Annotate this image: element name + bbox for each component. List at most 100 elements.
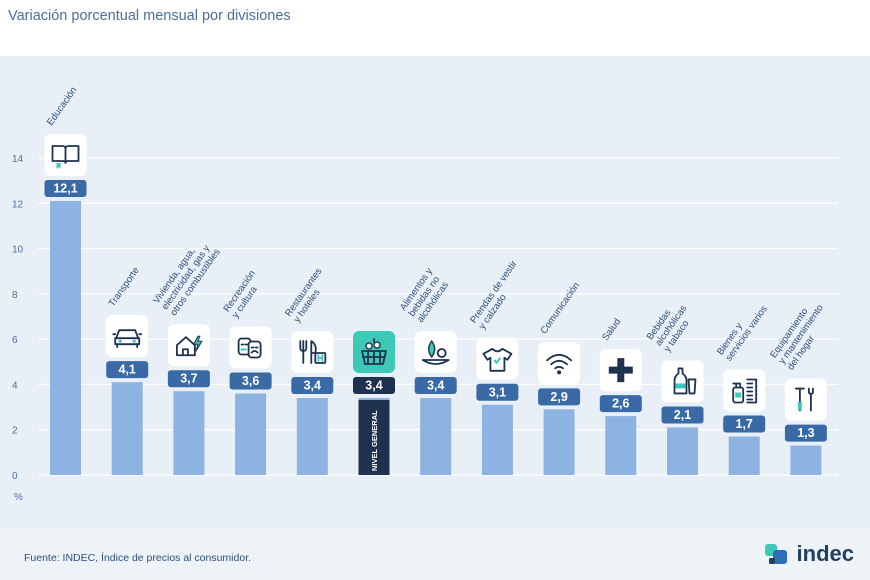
value-label: 1,3: [797, 426, 814, 440]
y-tick-label: 12: [12, 199, 24, 210]
bar: [111, 382, 143, 475]
value-label: 3,4: [365, 379, 382, 393]
header: Variación porcentual mensual por divisio…: [0, 0, 870, 56]
value-label: 2,9: [550, 390, 567, 404]
value-label: 12,1: [53, 182, 77, 196]
y-tick-label: 2: [12, 426, 18, 437]
bar: [420, 398, 452, 475]
value-label-box: [353, 377, 395, 395]
category-label: Restaurantesy hoteles: [283, 266, 333, 325]
bar-highlight: [358, 400, 390, 475]
food-icon: [421, 339, 450, 365]
source-note: Fuente: INDEC, Índice de precios al cons…: [24, 552, 252, 564]
y-tick-label: 14: [12, 154, 24, 165]
book-icon: [51, 145, 80, 170]
house-energy-icon: [176, 335, 203, 357]
bar: [481, 404, 513, 475]
icon-card-bg: [106, 315, 149, 358]
bar: [728, 436, 760, 475]
value-label-box: [661, 406, 704, 424]
category-label-line: Comunicación: [539, 280, 583, 336]
y-tick-label: 4: [12, 380, 18, 391]
value-label-box: [784, 424, 827, 442]
car-icon: [112, 329, 143, 349]
icon-card: [414, 331, 457, 374]
icon-card: [229, 326, 272, 369]
value-label: 4,1: [119, 363, 136, 377]
icon-card-bg: [167, 324, 210, 367]
icon-card-bg: [414, 331, 457, 374]
bar: [235, 393, 267, 475]
icon-card-bg: [291, 331, 334, 374]
nivel-general-label: NIVEL GENERAL: [370, 410, 379, 471]
icon-card-bg: [784, 378, 827, 421]
value-label: 1,7: [736, 417, 753, 431]
value-label-box: [106, 361, 149, 379]
chart-subtitle: Variación porcentual mensual por divisio…: [8, 8, 291, 24]
icon-card-bg: [661, 360, 704, 403]
spray-comb-icon: [732, 378, 758, 404]
bottle-glass-icon: [673, 367, 697, 395]
value-label: 2,6: [612, 397, 629, 411]
shirt-icon: [482, 347, 513, 372]
icon-card: [784, 378, 827, 421]
icon-card: [106, 315, 149, 358]
category-label-line: Transporte: [107, 265, 142, 309]
category-label: Educación: [45, 85, 79, 128]
value-label-box: [44, 180, 87, 198]
value-label-box: [538, 388, 581, 406]
value-label-box: [167, 370, 210, 388]
icon-card: [661, 360, 704, 403]
value-label: 3,6: [242, 374, 259, 388]
value-label: 2,1: [674, 408, 691, 422]
basket-icon: [361, 338, 387, 365]
icon-card-bg: [538, 342, 581, 385]
health-cross-icon: [608, 358, 633, 383]
footer: Fuente: INDEC, Índice de precios al cons…: [0, 528, 870, 580]
bar: [667, 427, 698, 475]
y-tick-label: 10: [12, 245, 24, 256]
category-label: Comunicación: [539, 280, 583, 336]
y-tick-label: 0: [12, 471, 18, 482]
icon-card: [44, 134, 87, 177]
wifi-icon: [546, 353, 572, 375]
y-tick-label: 8: [12, 290, 18, 301]
value-label-box: [476, 383, 519, 401]
bar: [543, 409, 575, 475]
value-label-box: [414, 377, 457, 395]
value-label-box: [229, 372, 272, 390]
value-label-box: [291, 377, 334, 395]
bar: [605, 416, 637, 475]
bar: [50, 201, 81, 475]
icon-card: [476, 337, 519, 380]
value-label: 3,7: [180, 372, 197, 386]
y-tick-label: 6: [12, 335, 18, 346]
category-label: Equipamientoy mantenimientodel hogar: [768, 297, 834, 372]
icon-card: [291, 331, 334, 374]
icon-card: [353, 331, 395, 374]
icon-card-bg: [723, 369, 766, 412]
indec-logo-icon: [764, 544, 787, 564]
value-label: 3,1: [489, 385, 506, 399]
icon-card: [538, 342, 581, 385]
value-label-box: [723, 415, 766, 433]
bar: [296, 398, 328, 475]
indec-logo: indec: [763, 540, 854, 568]
icon-card: [599, 349, 642, 392]
category-label: Bebidasalcohólicasy tabaco: [645, 297, 698, 354]
indec-logo-text: indec: [796, 541, 854, 566]
tools-icon: [795, 387, 814, 412]
fork-hotel-icon: [299, 340, 327, 364]
value-label-box: [599, 395, 642, 413]
category-label: Vivienda, agua,electricidad, gas yotros …: [151, 235, 223, 318]
icon-card-bg: [476, 337, 519, 380]
category-label: Transporte: [107, 265, 142, 309]
value-label: 3,4: [427, 379, 444, 393]
y-axis-unit: %: [14, 492, 23, 503]
icon-card: [723, 369, 766, 412]
category-label: Alimentos ybebidas noalcohólicas: [398, 266, 453, 325]
value-label: 3,4: [304, 379, 321, 393]
theater-masks-icon: [237, 337, 262, 359]
icon-card: [167, 324, 210, 367]
